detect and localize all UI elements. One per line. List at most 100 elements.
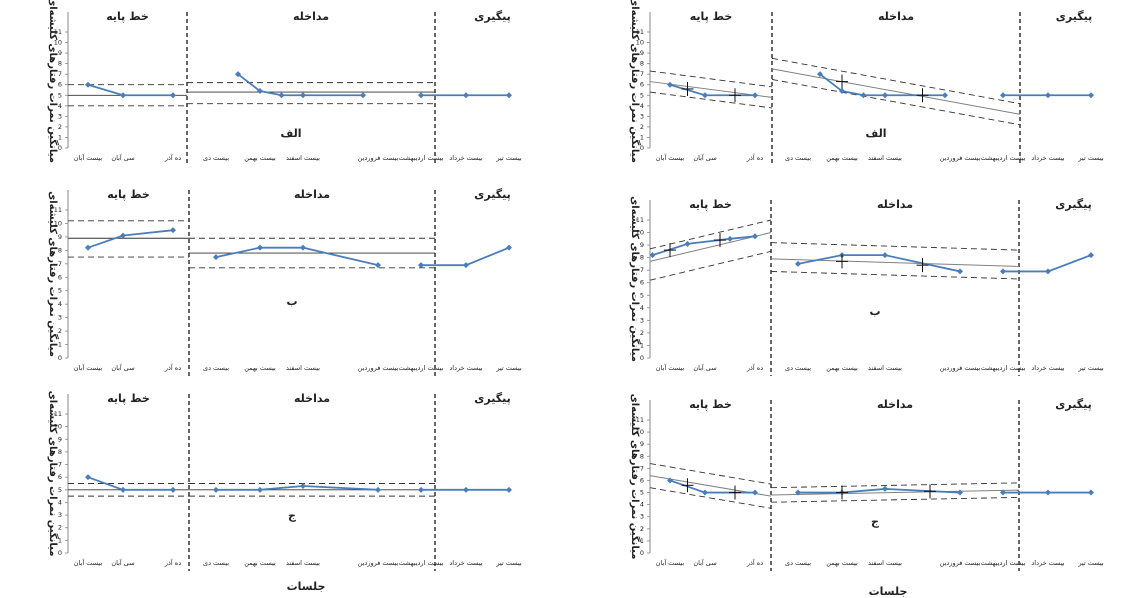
data-point [1000, 489, 1006, 496]
y-axis-label: میانگین نمرات رفتارهای کلیشه‌ای [629, 0, 642, 163]
trend-line [770, 489, 1020, 496]
data-point [839, 88, 845, 95]
data-point [506, 486, 512, 493]
x-tick-label: بیست آبان [74, 363, 103, 372]
phase-label-followup: پیگیری [474, 392, 510, 405]
data-point [418, 262, 424, 269]
y-tick-label: 6 [58, 273, 62, 281]
data-point [882, 92, 888, 99]
phase-label-followup: پیگیری [1055, 398, 1091, 411]
y-tick-label: 2 [58, 327, 62, 335]
x-tick-label: بیست فروردین [940, 559, 981, 567]
y-tick-label: 1 [58, 536, 62, 544]
series-line-treatment [215, 246, 379, 267]
data-point [942, 92, 948, 99]
y-tick-label: 1 [640, 341, 644, 349]
y-tick-label: 8 [58, 246, 62, 254]
phase-label-intervention: مداخله [878, 10, 914, 23]
y-tick-label: 1 [58, 341, 62, 349]
data-point [752, 92, 758, 99]
data-point [882, 252, 888, 259]
x-tick-label: بیست بهمن [826, 364, 858, 372]
y-tick-label: 11 [54, 410, 62, 418]
phase-label-followup: پیگیری [474, 188, 510, 201]
data-point [817, 71, 823, 78]
data-point [860, 92, 867, 99]
series-line-followup [1003, 254, 1092, 273]
y-tick-label: 0 [58, 144, 62, 152]
phase-label-baseline: خط پایه [689, 198, 732, 211]
data-point [120, 232, 126, 239]
x-tick-label: ده آذر [164, 558, 181, 567]
x-tick-label: بیست خرداد [449, 559, 482, 567]
trend-line [771, 68, 1021, 115]
y-tick-label: 8 [640, 452, 644, 460]
trend-upper [770, 242, 1020, 251]
y-tick-label: 4 [58, 102, 62, 110]
y-tick-label: 3 [640, 112, 644, 120]
y-tick-label: 5 [58, 486, 62, 494]
x-tick-label: سی آبان [693, 153, 716, 162]
data-point [1088, 92, 1094, 99]
data-point [506, 244, 512, 251]
x-tick-label: سی آبان [111, 558, 134, 567]
y-tick-label: 10 [54, 219, 62, 227]
data-point [418, 486, 424, 493]
y-tick-label: 4 [58, 300, 62, 308]
data-point [257, 486, 263, 493]
series-line-baseline [652, 235, 756, 256]
x-tick-label: بیست فروردین [358, 559, 399, 567]
phase-label-baseline: خط پایه [690, 10, 733, 23]
data-point [120, 486, 126, 493]
phase-label-intervention: مداخله [293, 10, 329, 23]
x-tick-label: سی آبان [111, 153, 134, 162]
data-point [85, 81, 91, 88]
y-tick-label: 8 [640, 254, 644, 262]
data-point [702, 489, 708, 496]
data-point [463, 92, 469, 99]
trend-upper [649, 219, 772, 250]
y-tick-label: 1 [640, 537, 644, 545]
y-tick-label: 9 [640, 440, 644, 448]
x-tick-label: بیست تیر [495, 364, 522, 372]
data-point [300, 92, 306, 99]
trend-upper [649, 70, 773, 88]
x-tick-label: بیست تیر [1077, 154, 1104, 162]
data-point [278, 92, 285, 99]
data-point [649, 252, 656, 259]
series-line-treatment [216, 485, 379, 491]
data-point [957, 268, 963, 275]
y-tick-label: 0 [58, 549, 62, 557]
series-line-treatment [797, 254, 961, 273]
data-point [702, 92, 708, 99]
y-tick-label: 11 [636, 28, 644, 36]
data-point [257, 88, 263, 95]
y-axis-label: میانگین نمرات رفتارهای کلیشه‌ای [629, 196, 642, 362]
y-tick-label: 10 [54, 39, 62, 47]
phase-label-baseline: خط پایه [689, 398, 732, 411]
x-tick-label: بیست بهمن [244, 559, 276, 567]
x-tick-label: بیست اردیبهشت [981, 154, 1026, 162]
y-tick-label: 0 [640, 549, 644, 557]
series-line-baseline [87, 229, 174, 249]
phase-label-followup: پیگیری [1056, 10, 1092, 23]
phase-label-followup: پیگیری [474, 10, 510, 23]
y-tick-label: 7 [58, 260, 62, 268]
panel-label: الف [865, 127, 886, 140]
y-tick-label: 2 [58, 123, 62, 131]
x-tick-label: بیست دی [203, 559, 229, 567]
x-tick-label: بیست تیر [495, 154, 522, 162]
x-axis-title-right: جلسات [869, 585, 908, 598]
data-point [684, 240, 691, 247]
x-tick-label: بیست خرداد [1031, 364, 1064, 372]
phase-label-intervention: مداخله [877, 398, 913, 411]
y-tick-label: 9 [58, 49, 62, 57]
y-tick-label: 2 [640, 525, 644, 533]
data-point [957, 489, 963, 496]
x-tick-label: ده آذر [746, 363, 763, 372]
series-line-baseline [87, 83, 173, 97]
x-tick-label: بیست اسفند [286, 559, 320, 567]
y-tick-label: 9 [640, 49, 644, 57]
